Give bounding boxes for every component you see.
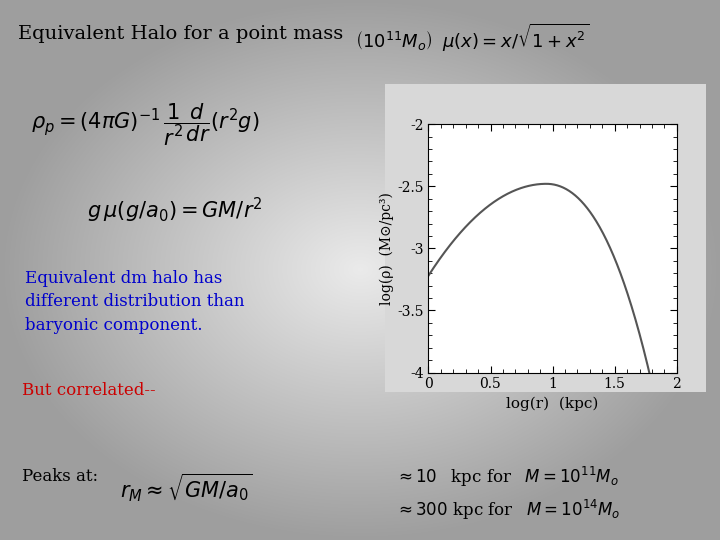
- Text: $\rho_p = (4\pi G)^{-1}\, \dfrac{1}{r^2}\dfrac{d}{dr}(r^2 g)$: $\rho_p = (4\pi G)^{-1}\, \dfrac{1}{r^2}…: [31, 102, 259, 148]
- Text: $\left(10^{11} M_o\right)\;\; \mu(x) = x/\sqrt{1+x^2}$: $\left(10^{11} M_o\right)\;\; \mu(x) = x…: [355, 22, 589, 54]
- Y-axis label: log(ρ)  (M⊙/pc³): log(ρ) (M⊙/pc³): [380, 192, 395, 305]
- Text: Equivalent Halo for a point mass: Equivalent Halo for a point mass: [18, 25, 343, 43]
- Text: $g\, \mu(g/a_0) = GM/r^2$: $g\, \mu(g/a_0) = GM/r^2$: [87, 195, 263, 225]
- Text: $r_M \approx \sqrt{GM/a_0}$: $r_M \approx \sqrt{GM/a_0}$: [120, 472, 253, 504]
- Text: Peaks at:: Peaks at:: [22, 468, 98, 485]
- Text: But correlated--: But correlated--: [22, 382, 156, 399]
- Text: $\approx 300$ kpc for $\;\; M = 10^{14}M_o$: $\approx 300$ kpc for $\;\; M = 10^{14}M…: [395, 498, 621, 522]
- Text: $\approx 10\;\;$ kpc for $\;\; M = 10^{11}M_o$: $\approx 10\;\;$ kpc for $\;\; M = 10^{1…: [395, 465, 619, 489]
- X-axis label: log(r)  (kpc): log(r) (kpc): [506, 397, 599, 411]
- Text: Equivalent dm halo has
different distribution than
baryonic component.: Equivalent dm halo has different distrib…: [25, 270, 245, 334]
